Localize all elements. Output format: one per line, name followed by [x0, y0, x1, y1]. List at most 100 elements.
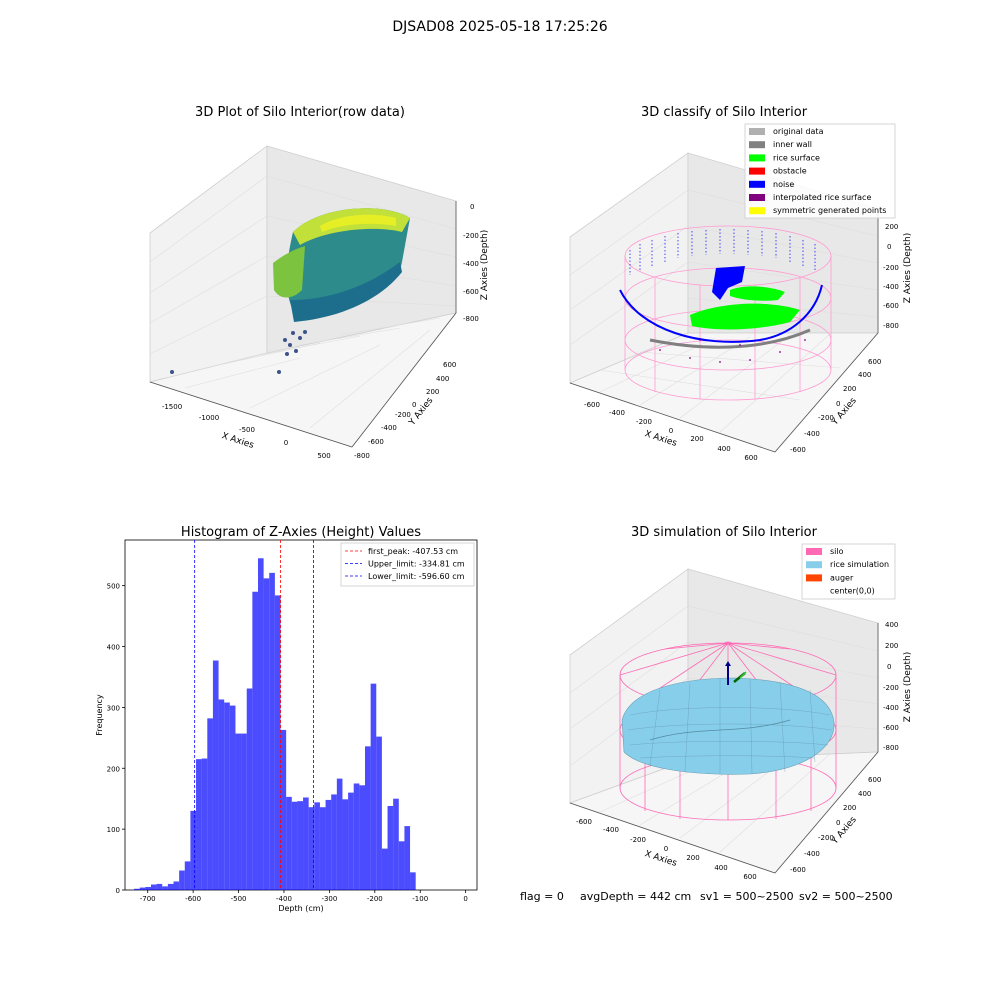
- panel4-x-tick: -400: [603, 826, 619, 834]
- panel2-x-tick: 400: [717, 445, 730, 453]
- histogram-x-tick-label: -200: [367, 895, 383, 903]
- panel2-legend-box: [744, 123, 896, 219]
- panel2-legend-label: symmetric generated points: [773, 206, 886, 215]
- panel2-y-tick: 0: [836, 400, 840, 408]
- panel2-z-tick: -600: [883, 302, 899, 310]
- histogram-bar: [207, 718, 213, 890]
- panel2-y-tick: 400: [858, 371, 871, 379]
- panel2-z-axis-label: Z Axies (Depth): [903, 233, 913, 304]
- histogram-bar: [162, 886, 168, 890]
- panel4-y-tick: -400: [804, 850, 820, 858]
- panel4-legend-label: auger: [830, 573, 854, 582]
- histogram-bar: [179, 870, 185, 890]
- panel4-center-arrow-icon: [725, 661, 731, 666]
- panel1-y-tick: -800: [354, 452, 370, 460]
- panel1-y-tick: -200: [395, 411, 411, 419]
- panel2-z-tick: -200: [883, 264, 899, 272]
- histogram-y-ticks: 0 100 200 300 400 500: [107, 583, 125, 895]
- flag-readout: flag = 0: [520, 890, 564, 903]
- panel1-x-tick: -500: [239, 426, 255, 434]
- panel1-lower-wall-points: [290, 262, 402, 322]
- panel1-y-tick: -600: [368, 438, 384, 446]
- panel4-x-tick: 0: [664, 845, 668, 853]
- panel4-title: 3D simulation of Silo Interior: [631, 525, 818, 540]
- histogram-bar: [269, 572, 275, 890]
- panel2-legend-swatch: [749, 180, 765, 188]
- histogram-bar: [381, 848, 388, 890]
- panel2-legend-label: rice surface: [773, 153, 820, 162]
- panel2-legend-swatch: [749, 128, 765, 135]
- panel1-y-tick: 200: [426, 388, 439, 396]
- panel1-y-tick: 0: [412, 401, 416, 409]
- histogram-bar: [274, 595, 281, 890]
- histogram-bar: [308, 807, 315, 890]
- panel4-legend-swatch: [806, 574, 822, 582]
- histogram-legend-label: Lower_limit: -596.60 cm: [368, 572, 465, 581]
- histogram-y-tick-label: 200: [107, 765, 120, 773]
- panel1-grid: [149, 175, 457, 429]
- histogram-bar: [342, 799, 349, 890]
- panel1-top-rim-points: [320, 214, 396, 232]
- histogram-bar: [184, 861, 191, 890]
- panel4-x-axis-label: X Axies: [643, 849, 678, 869]
- histogram-bar: [246, 688, 253, 890]
- panel2-legend-label: interpolated rice surface: [773, 193, 871, 202]
- histogram-title: Histogram of Z-Axies (Height) Values: [181, 525, 421, 540]
- histogram-bar: [212, 660, 219, 890]
- panel2-rice-surface-points: [690, 303, 800, 330]
- histogram-bar: [410, 872, 416, 890]
- panel2-legend-label: noise: [773, 180, 794, 189]
- panel4-z-tick: -200: [883, 684, 899, 692]
- histogram-bar: [156, 883, 163, 890]
- histogram-y-tick-label: 100: [107, 826, 120, 834]
- histogram-bar: [364, 746, 371, 890]
- histogram-x-tick-label: -100: [412, 895, 428, 903]
- histogram-bar: [229, 705, 236, 890]
- panel1-z-tick: -400: [463, 260, 479, 268]
- panel4-auger-tip: [739, 671, 747, 679]
- panel4-z-tick: -800: [883, 744, 899, 752]
- panel1-y-tick: 600: [443, 361, 456, 369]
- panel1-title: 3D Plot of Silo Interior(row data): [195, 105, 405, 120]
- avg-depth-readout: avgDepth = 442 cm: [580, 890, 691, 903]
- histogram-x-tick-label: 0: [463, 895, 467, 903]
- histogram-bar: [353, 783, 360, 890]
- panel4-y-axis-line: [774, 751, 879, 874]
- histogram-bar: [139, 887, 146, 890]
- panel4-rice-mesh: [627, 678, 833, 775]
- histogram-bar: [387, 806, 394, 890]
- panel1-z-tick: -800: [463, 315, 479, 323]
- panel1-x-tick: 500: [317, 452, 330, 460]
- histogram-bar: [286, 796, 292, 890]
- panel2-legend-swatch: [749, 207, 765, 215]
- panel-raw-3d-plot: 3D Plot of Silo Interior(row data): [148, 105, 490, 460]
- panel2-y-tick: 600: [868, 358, 881, 366]
- histogram-bar: [145, 886, 151, 890]
- histogram-y-axis-label: Frequency: [95, 694, 104, 736]
- histogram-y-tick-label: 300: [107, 704, 120, 712]
- histogram-bar: [263, 578, 270, 890]
- panel4-legend-label: center(0,0): [830, 587, 875, 596]
- panel-classify-3d-plot: 3D classify of Silo Interior: [568, 105, 913, 462]
- panel4-rice-simulation-surface: [621, 677, 835, 775]
- sv2-readout: sv2 = 500~2500: [799, 890, 893, 903]
- panel2-z-tick: -800: [883, 322, 899, 330]
- panel2-legend-swatch: [749, 154, 765, 162]
- panel1-left-wall-points: [273, 246, 305, 298]
- panel2-title: 3D classify of Silo Interior: [641, 105, 808, 120]
- panel4-legend-label: rice simulation: [830, 560, 889, 569]
- panel1-z-axis-label: Z Axies (Depth): [480, 230, 490, 301]
- panel2-y-tick: -200: [818, 414, 834, 422]
- figure-suptitle: DJSAD08 2025-05-18 17:25:26: [392, 19, 607, 35]
- panel4-z-tick: 200: [885, 642, 898, 650]
- histogram-legend-box: [340, 542, 475, 587]
- panel1-x-tick: 0: [284, 439, 288, 447]
- panel2-y-tick: -600: [790, 446, 806, 454]
- histogram-bar: [218, 699, 225, 890]
- panel1-x-axis-line: [149, 381, 353, 448]
- panel2-inner-wall-points: [649, 328, 811, 349]
- panel1-z-tick: -200: [463, 232, 479, 240]
- panel-histogram: Histogram of Z-Axies (Height) Values -70…: [95, 525, 478, 913]
- histogram-legend-label: first_peak: -407.53 cm: [368, 547, 458, 556]
